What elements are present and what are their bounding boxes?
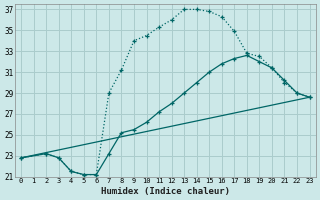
X-axis label: Humidex (Indice chaleur): Humidex (Indice chaleur) (101, 187, 230, 196)
